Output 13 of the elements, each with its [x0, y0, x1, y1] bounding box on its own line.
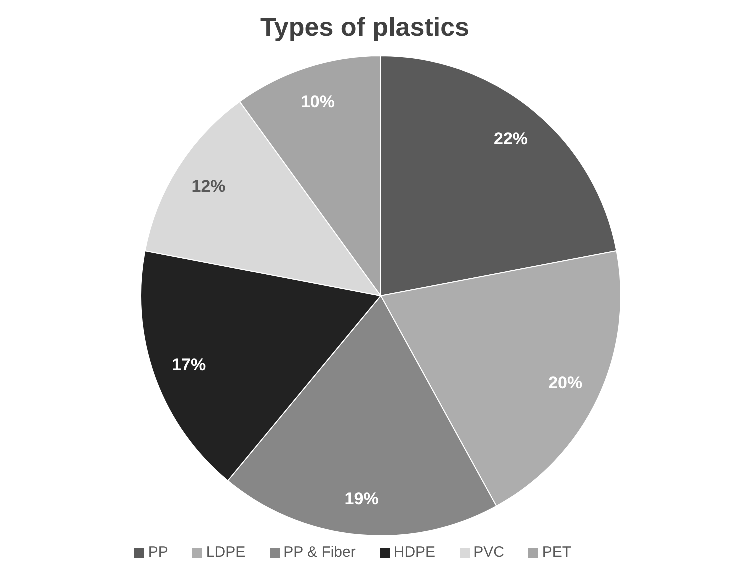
legend-label: PET [542, 544, 572, 561]
legend-label: LDPE [206, 544, 246, 561]
data-label: 17% [172, 356, 206, 375]
chart-title: Types of plastics [259, 12, 471, 43]
data-label: 12% [192, 177, 226, 196]
legend-label: PVC [474, 544, 504, 561]
data-label: 19% [344, 490, 379, 509]
legend-label: PP [148, 544, 168, 561]
data-label: 10% [300, 92, 335, 112]
data-label: 22% [494, 129, 528, 148]
legend-label: PP & Fiber [284, 544, 356, 561]
data-label: 20% [548, 373, 583, 392]
legend-label: HDPE [394, 544, 436, 561]
